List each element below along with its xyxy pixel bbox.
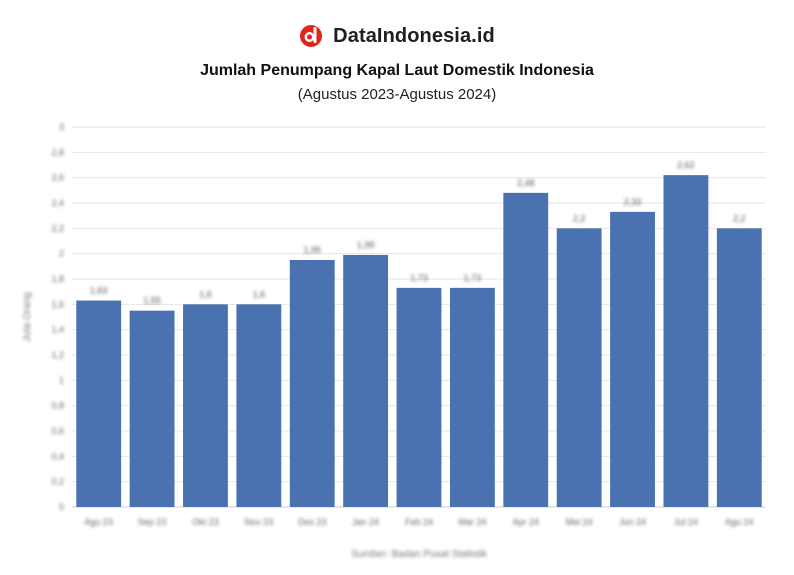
x-tick-label: Agu 23	[84, 517, 113, 527]
axis-layer: 0 0,2 0,4 0,6 0,8 1 1,2 1,4 1,6 1,8 2 2,2 2,4 2,6 2,8 3…	[22, 122, 754, 560]
bar	[343, 254, 389, 507]
data-label: 1,99	[357, 240, 375, 250]
label-layer: 1,63 1,55 1,6 1,6 1,95 1,99 1,73 1,73 2,48 2,2 2,3…	[90, 160, 746, 306]
x-tick-label: Jun 24	[619, 517, 646, 527]
data-label: 1,73	[410, 273, 428, 283]
data-label: 2,33	[624, 197, 642, 207]
y-tick-label: 3	[59, 122, 64, 132]
brand-header: DataIndonesia.id	[0, 20, 794, 52]
bar	[289, 260, 335, 507]
y-tick-label: 0,6	[51, 426, 64, 436]
x-tick-label: Agu 24	[725, 517, 754, 527]
y-tick-label: 0	[59, 502, 64, 512]
source-note: Sumber: Badan Pusat Statistik	[351, 549, 488, 560]
x-tick-label: Sep 23	[138, 517, 167, 527]
y-tick-label: 0,4	[51, 451, 64, 461]
dataindonesia-logo-icon	[300, 25, 323, 47]
y-tick-label: 2,8	[51, 147, 64, 157]
y-tick-label: 2,2	[51, 223, 64, 233]
bar	[76, 300, 122, 507]
x-tick-label: Okt 23	[192, 517, 219, 527]
x-tick-label: Nov 23	[245, 517, 274, 527]
bar	[236, 304, 282, 507]
bar-layer	[76, 175, 762, 508]
bar	[556, 228, 602, 508]
data-label: 1,6	[199, 289, 212, 299]
data-label: 2,2	[733, 213, 746, 223]
bar	[610, 211, 655, 507]
y-tick-label: 2	[59, 249, 64, 259]
y-tick-label: 0,8	[51, 401, 64, 411]
bar	[396, 287, 442, 507]
data-label: 1,95	[303, 245, 321, 255]
chart-subtitle: (Agustus 2023-Agustus 2024)	[297, 86, 497, 103]
bar	[183, 304, 228, 507]
data-label: 1,73	[464, 273, 482, 283]
data-label: 2,2	[573, 213, 586, 223]
y-tick-label: 1,2	[51, 350, 64, 360]
y-tick-label: 1,8	[51, 274, 64, 284]
data-label: 2,62	[677, 160, 695, 170]
x-tick-label: Apr 24	[513, 517, 540, 527]
y-tick-label: 2,4	[51, 198, 64, 208]
data-label: 1,63	[90, 286, 108, 296]
data-label: 1,55	[143, 296, 161, 306]
bar	[716, 228, 762, 508]
x-tick-label: Mar 24	[458, 517, 486, 527]
y-tick-label: 1	[59, 375, 64, 385]
x-tick-label: Feb 24	[405, 517, 433, 527]
chart-title: Jumlah Penumpang Kapal Laut Domestik Ind…	[200, 62, 594, 79]
bar	[663, 175, 709, 507]
x-tick-label: Des 23	[298, 517, 327, 527]
y-axis-label: Juta Orang	[22, 292, 33, 341]
y-tick-label: 1,6	[51, 299, 64, 309]
bar	[449, 287, 495, 507]
y-tick-label: 0,2	[51, 477, 64, 487]
bar	[129, 310, 175, 507]
data-label: 1,6	[253, 289, 266, 299]
bar	[503, 192, 549, 507]
y-tick-label: 2,6	[51, 173, 64, 183]
x-tick-label: Mei 24	[566, 517, 593, 527]
x-tick-label: Jan 24	[352, 517, 379, 527]
y-tick-label: 1,4	[51, 325, 64, 335]
x-tick-label: Jul 24	[674, 517, 698, 527]
data-label: 2,48	[517, 178, 535, 188]
brand-name: DataIndonesia.id	[333, 24, 495, 47]
